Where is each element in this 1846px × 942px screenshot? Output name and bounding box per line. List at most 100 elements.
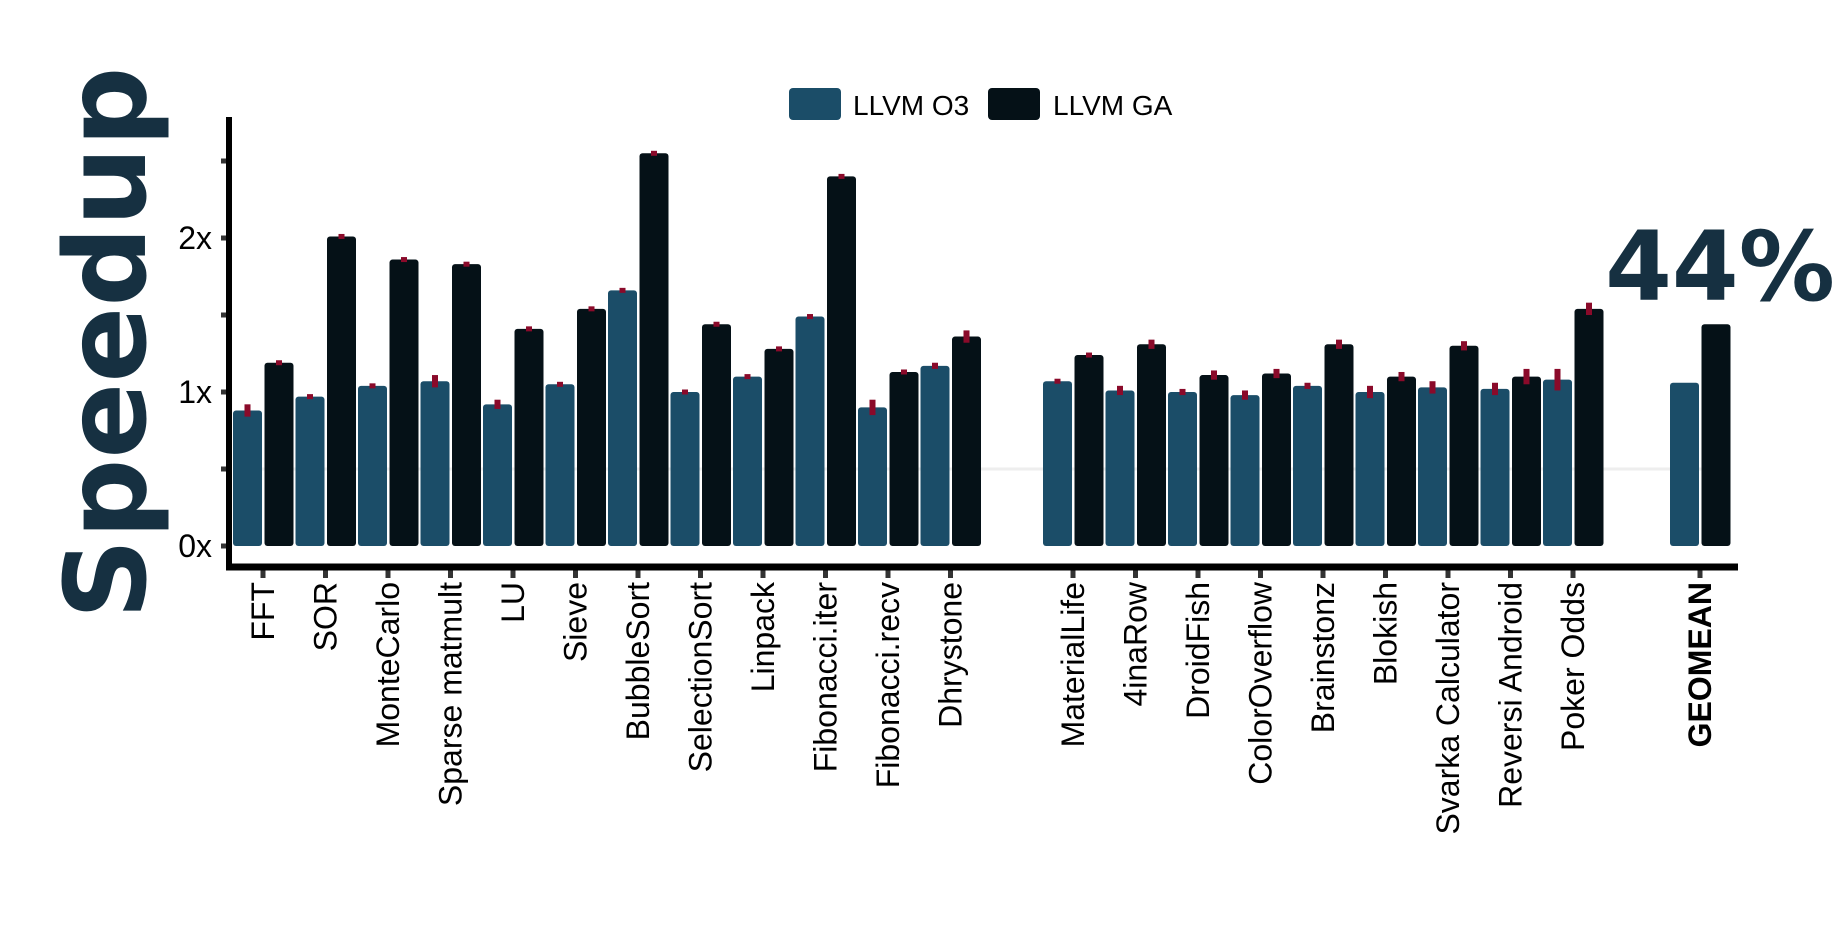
bar-brainstonz-llvm-o3 bbox=[1293, 385, 1322, 546]
bar-bubblesort-llvm-ga bbox=[639, 153, 669, 547]
x-tick-label-sor: SOR bbox=[308, 582, 344, 651]
bar-reversi-android-llvm-ga bbox=[1512, 376, 1541, 546]
y-tick-label: 1x bbox=[178, 374, 212, 410]
error-bar-fibonacci-iter-llvm-o3 bbox=[807, 314, 813, 320]
x-tick-label-brainstonz: Brainstonz bbox=[1305, 582, 1341, 733]
error-bar-droidfish-llvm-ga bbox=[1211, 370, 1217, 380]
bar-blokish-llvm-o3 bbox=[1355, 392, 1385, 546]
error-bar-fibonacci-recv-llvm-ga bbox=[901, 369, 907, 375]
error-bar-dhrystone-llvm-ga bbox=[963, 330, 970, 343]
bar-lu-llvm-ga bbox=[514, 328, 544, 546]
x-tick-label-linpack: Linpack bbox=[745, 581, 781, 692]
bar-coloroverflow-llvm-o3 bbox=[1230, 395, 1260, 546]
bar-droidfish-llvm-o3 bbox=[1168, 392, 1197, 546]
y-axis-label: Speedup bbox=[42, 67, 172, 620]
legend: LLVM O3 LLVM GA bbox=[789, 88, 1173, 121]
error-bar-poker-odds-llvm-ga bbox=[1586, 302, 1592, 315]
bar-dhrystone-llvm-o3 bbox=[920, 365, 950, 546]
error-bar-sparse-matmult-llvm-o3 bbox=[432, 375, 438, 388]
y-tick-label: 2x bbox=[178, 220, 212, 256]
bar-geomean-llvm-o3 bbox=[1670, 382, 1699, 546]
error-bar-fft-llvm-ga bbox=[276, 360, 282, 366]
error-bar-reversi-android-llvm-ga bbox=[1523, 368, 1530, 385]
bar-fibonacci-iter-llvm-ga bbox=[827, 176, 856, 546]
error-bar-bubblesort-llvm-ga bbox=[651, 150, 657, 156]
error-bar-poker-odds-llvm-o3 bbox=[1554, 368, 1561, 391]
error-bar-fft-llvm-o3 bbox=[244, 404, 251, 417]
y-tick-label: 0x bbox=[178, 528, 212, 564]
bar-svarka-calculator-llvm-ga bbox=[1449, 345, 1479, 546]
bar-brainstonz-llvm-ga bbox=[1324, 344, 1354, 546]
bar-sieve-llvm-o3 bbox=[545, 384, 575, 546]
bar-svarka-calculator-llvm-o3 bbox=[1418, 387, 1447, 546]
bar-coloroverflow-llvm-ga bbox=[1262, 373, 1291, 546]
x-tick-label-fibonacci-iter: Fibonacci.iter bbox=[808, 582, 844, 773]
error-bar-dhrystone-llvm-o3 bbox=[932, 362, 938, 369]
error-bar-svarka-calculator-llvm-ga bbox=[1461, 341, 1467, 351]
error-bar-4inarow-llvm-o3 bbox=[1117, 385, 1123, 396]
error-bar-lu-llvm-o3 bbox=[494, 399, 501, 409]
bar-materiallife-llvm-ga bbox=[1074, 355, 1104, 546]
x-tick-label-svarka-calculator: Svarka Calculator bbox=[1430, 582, 1466, 835]
bar-fibonacci-recv-llvm-ga bbox=[889, 371, 919, 546]
bar-sor-llvm-o3 bbox=[295, 396, 325, 546]
bar-linpack-llvm-ga bbox=[764, 348, 794, 546]
bar-sparse-matmult-llvm-ga bbox=[452, 264, 481, 546]
bar-fft-llvm-ga bbox=[264, 362, 294, 546]
error-bar-selectionsort-llvm-o3 bbox=[682, 389, 688, 395]
error-bar-blokish-llvm-ga bbox=[1398, 371, 1405, 382]
x-tick-label-dhrystone: Dhrystone bbox=[933, 582, 969, 728]
error-bar-brainstonz-llvm-ga bbox=[1336, 339, 1342, 349]
error-bar-lu-llvm-ga bbox=[526, 326, 532, 332]
bar-droidfish-llvm-ga bbox=[1199, 375, 1229, 546]
x-tick-label-reversi-android: Reversi Android bbox=[1493, 582, 1529, 808]
bar-fibonacci-recv-llvm-o3 bbox=[858, 407, 887, 546]
bar-bubblesort-llvm-o3 bbox=[608, 290, 637, 546]
error-bar-sparse-matmult-llvm-ga bbox=[463, 261, 470, 267]
error-bar-coloroverflow-llvm-o3 bbox=[1242, 390, 1248, 400]
error-bar-coloroverflow-llvm-ga bbox=[1273, 368, 1280, 379]
x-tick-label-montecarlo: MonteCarlo bbox=[370, 582, 406, 747]
bar-poker-odds-llvm-ga bbox=[1574, 308, 1604, 546]
x-tick-label-bubblesort: BubbleSort bbox=[620, 582, 656, 740]
error-bar-svarka-calculator-llvm-o3 bbox=[1429, 381, 1436, 394]
bar-materiallife-llvm-o3 bbox=[1043, 381, 1072, 546]
x-tick-label-fft: FFT bbox=[245, 582, 281, 641]
error-bar-montecarlo-llvm-o3 bbox=[369, 383, 376, 389]
bar-lu-llvm-o3 bbox=[483, 404, 512, 546]
bar-fft-llvm-o3 bbox=[233, 410, 262, 546]
error-bar-blokish-llvm-o3 bbox=[1367, 385, 1373, 399]
bar-blokish-llvm-ga bbox=[1387, 376, 1416, 546]
error-bar-reversi-android-llvm-o3 bbox=[1492, 382, 1498, 396]
bar-selectionsort-llvm-o3 bbox=[670, 392, 700, 546]
error-bar-fibonacci-iter-llvm-ga bbox=[838, 173, 845, 179]
error-bar-bubblesort-llvm-o3 bbox=[619, 287, 626, 293]
bar-dhrystone-llvm-ga bbox=[952, 336, 981, 546]
x-tick-label-lu: LU bbox=[495, 582, 531, 623]
bar-sieve-llvm-ga bbox=[577, 308, 606, 546]
error-bar-droidfish-llvm-o3 bbox=[1179, 388, 1186, 396]
x-tick-label-droidfish: DroidFish bbox=[1180, 582, 1216, 719]
x-tick-label-blokish: Blokish bbox=[1368, 582, 1404, 685]
x-tick-label-coloroverflow: ColorOverflow bbox=[1243, 581, 1279, 785]
plot-area: 0x 1x 2x FFT SOR MonteCarlo Sparse matmult LU Si… bbox=[178, 117, 1835, 835]
error-bar-linpack-llvm-ga bbox=[776, 346, 782, 352]
error-bar-linpack-llvm-o3 bbox=[744, 374, 751, 380]
bar-linpack-llvm-o3 bbox=[733, 376, 762, 546]
error-bar-fibonacci-recv-llvm-o3 bbox=[869, 399, 876, 416]
x-tick-label-materiallife: MaterialLife bbox=[1055, 582, 1091, 747]
error-bar-montecarlo-llvm-ga bbox=[401, 257, 407, 263]
x-tick-label-sparse-matmult: Sparse matmult bbox=[433, 582, 469, 806]
x-tick-label-sieve: Sieve bbox=[558, 582, 594, 662]
geomean-annotation: 44% bbox=[1605, 211, 1835, 323]
x-tick-label-geomean: GEOMEAN bbox=[1682, 582, 1718, 747]
error-bar-selectionsort-llvm-ga bbox=[713, 321, 720, 327]
legend-swatch-llvm-ga bbox=[988, 88, 1040, 120]
bar-fibonacci-iter-llvm-o3 bbox=[795, 316, 825, 546]
bar-sparse-matmult-llvm-o3 bbox=[420, 381, 450, 546]
error-bar-4inarow-llvm-ga bbox=[1148, 339, 1155, 349]
bar-selectionsort-llvm-ga bbox=[702, 324, 731, 546]
x-tick-label-4inarow: 4inaRow bbox=[1118, 581, 1154, 706]
bar-4inarow-llvm-ga bbox=[1137, 344, 1166, 546]
